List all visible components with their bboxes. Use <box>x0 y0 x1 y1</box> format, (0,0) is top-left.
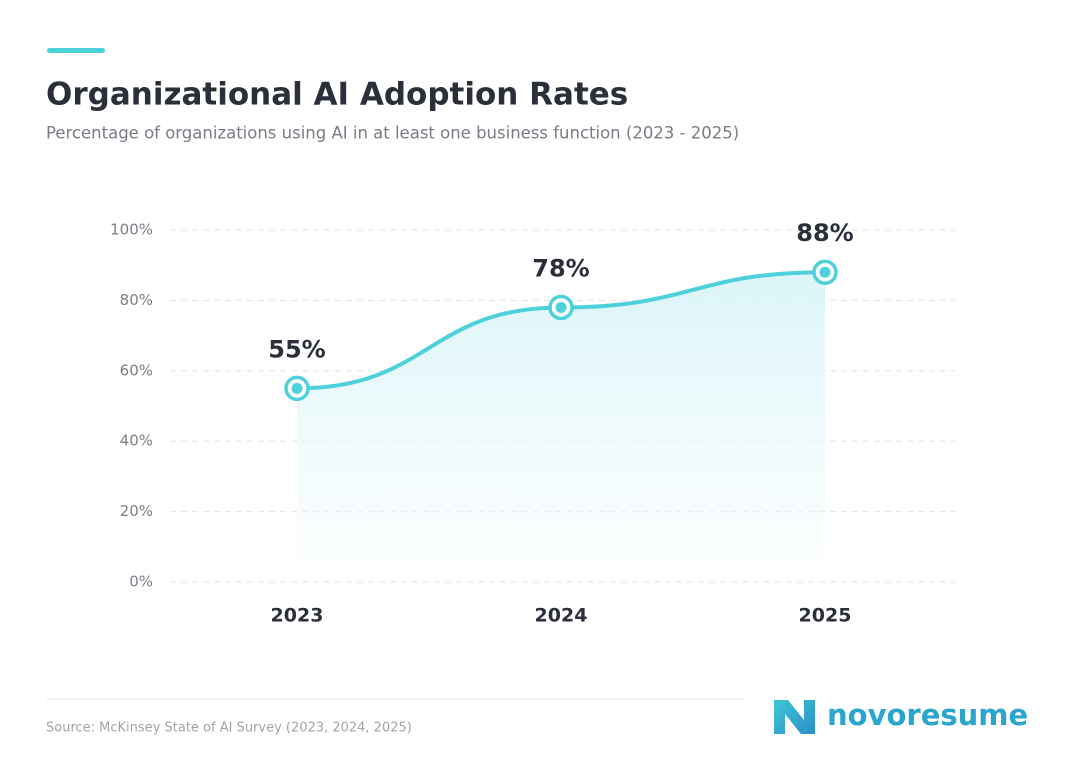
x-tick-label: 2023 <box>271 605 324 627</box>
point <box>819 266 831 278</box>
y-tick-label: 40% <box>120 432 153 450</box>
source-note: Source: McKinsey State of AI Survey (202… <box>46 721 412 736</box>
accent-bar <box>47 48 105 53</box>
point <box>291 382 303 394</box>
x-tick-label: 2024 <box>535 605 588 627</box>
y-tick-label: 60% <box>120 361 153 379</box>
value-label: 88% <box>796 219 853 247</box>
value-label: 78% <box>532 254 589 282</box>
y-tick-label: 20% <box>120 502 153 520</box>
area <box>297 272 825 560</box>
chart-title: Organizational AI Adoption Rates <box>46 77 628 113</box>
x-tick-label: 2025 <box>799 605 852 627</box>
chart-subtitle: Percentage of organizations using AI in … <box>46 124 739 143</box>
y-tick-label: 100% <box>110 221 153 239</box>
brand-name: novoresume <box>827 698 1028 732</box>
value-label: 55% <box>268 335 325 363</box>
y-tick-label: 80% <box>120 291 153 309</box>
point <box>555 301 567 313</box>
logo-icon <box>774 700 815 734</box>
brand-logo: novoresume <box>774 698 1028 734</box>
y-tick-label: 0% <box>129 573 153 591</box>
